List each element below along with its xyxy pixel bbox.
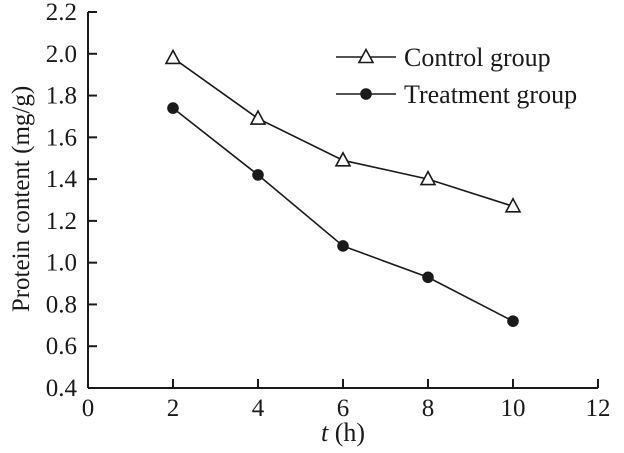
series-treatment-group: [167, 102, 519, 327]
y-tick-label: 0.8: [46, 291, 77, 318]
triangle-open-marker: [334, 151, 352, 167]
y-axis-label: Protein content (mg/g): [8, 85, 35, 313]
legend-entry: Control group: [336, 43, 551, 72]
x-tick-label: 2: [167, 395, 180, 422]
x-tick-label: 4: [252, 395, 265, 422]
circle-filled-marker: [360, 88, 372, 100]
x-axis-label: t (h): [88, 418, 598, 448]
legend-label: Treatment group: [404, 80, 577, 109]
y-tick-label: 1.4: [46, 166, 78, 193]
y-tick-label: 0.4: [46, 375, 78, 402]
y-tick-label: 2.2: [46, 0, 77, 26]
y-tick-label: 1.2: [46, 208, 77, 235]
triangle-open-marker: [504, 197, 522, 213]
x-ticks: 0 2 4 6 8 10 12: [82, 379, 611, 422]
circle-filled-marker: [422, 271, 434, 284]
circle-filled-marker: [252, 169, 264, 181]
series-line: [172, 107, 514, 322]
x-axis-label-unit: (h): [328, 418, 366, 447]
legend-entry: Treatment group: [336, 80, 577, 109]
circle-filled-marker: [337, 240, 349, 252]
triangle-open-marker: [419, 169, 437, 186]
triangle-open-marker: [164, 48, 182, 65]
legend: Control group Treatment group: [336, 43, 577, 109]
series-control-group: [164, 48, 522, 213]
circle-filled-marker: [167, 102, 179, 114]
triangle-open-marker: [249, 109, 267, 125]
x-tick-label: 6: [337, 395, 350, 422]
y-tick-label: 2.0: [46, 41, 77, 68]
x-tick-label: 12: [586, 395, 611, 422]
y-ticks: 0.4 0.6 0.8 1.0 1.2 1.4 1.6 1.8 2.0 2.2: [46, 0, 97, 402]
x-axis-label-symbol: t: [320, 418, 329, 447]
legend-label: Control group: [404, 43, 551, 72]
y-tick-label: 1.8: [46, 83, 77, 110]
x-tick-label: 10: [501, 395, 526, 422]
x-tick-label: 0: [82, 395, 95, 422]
y-tick-label: 0.6: [46, 333, 77, 360]
y-tick-label: 1.6: [46, 124, 77, 151]
y-tick-label: 1.0: [46, 250, 77, 277]
x-tick-label: 8: [422, 395, 435, 422]
circle-filled-marker: [507, 315, 519, 327]
triangle-open-marker: [357, 47, 375, 64]
